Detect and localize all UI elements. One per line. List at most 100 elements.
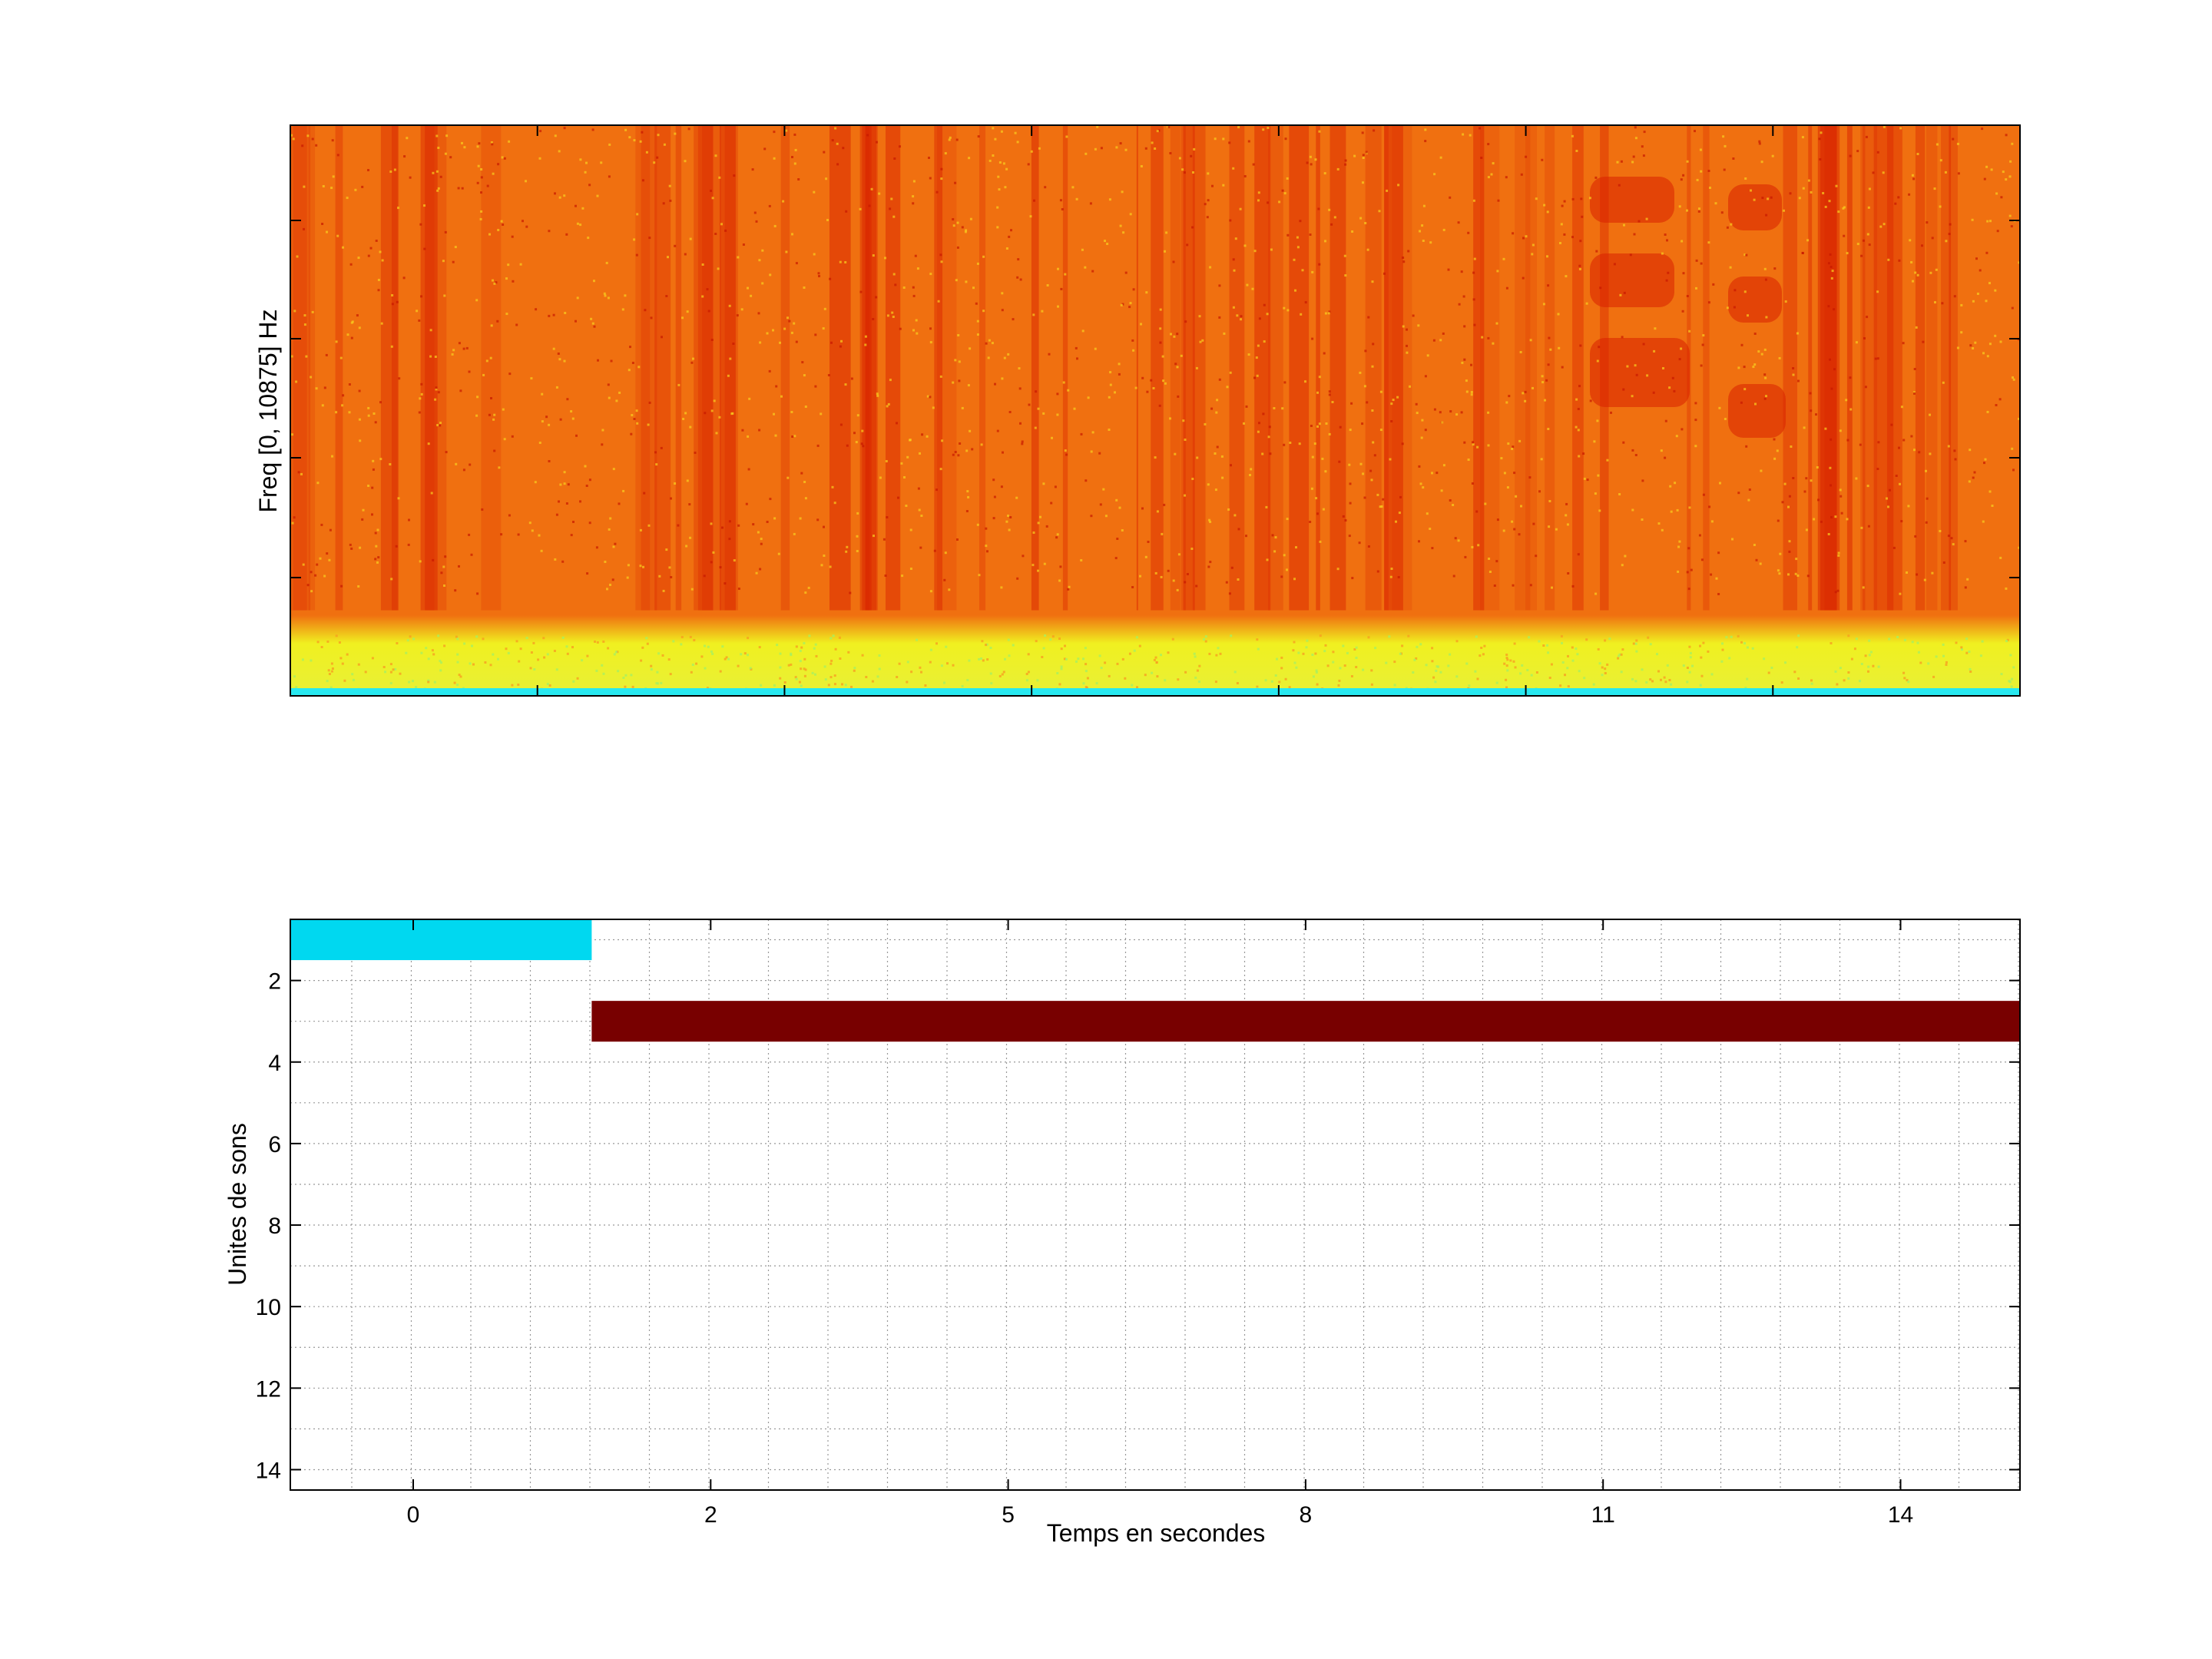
- spec-speckle: [1883, 223, 1886, 226]
- spec-speckle: [1864, 654, 1867, 657]
- spec-speckle: [1864, 386, 1867, 389]
- spec-speckle: [940, 260, 943, 263]
- spec-speckle: [1134, 386, 1137, 389]
- spec-speckle: [1947, 535, 1950, 538]
- spec-speckle: [519, 263, 522, 266]
- spec-speckle: [408, 518, 410, 522]
- spec-speckle: [1734, 289, 1737, 292]
- spec-speckle: [1543, 204, 1546, 207]
- spec-speckle: [1743, 290, 1747, 293]
- spec-speckle: [912, 202, 915, 205]
- spec-speckle: [1027, 163, 1030, 166]
- spec-speckle: [986, 550, 988, 553]
- spec-speckle: [1266, 313, 1269, 316]
- spec-speckle: [1470, 363, 1472, 366]
- spec-speckle: [733, 174, 736, 177]
- spec-speckle: [1265, 505, 1268, 508]
- spec-speckle: [799, 660, 802, 663]
- spec-speckle: [1764, 278, 1767, 281]
- spec-speckle: [1209, 266, 1212, 269]
- spec-speckle: [921, 433, 924, 436]
- spec-speckle: [1025, 673, 1028, 675]
- spec-speckle: [1669, 485, 1672, 488]
- spec-speckle: [1833, 308, 1836, 311]
- spec-speckle: [335, 340, 338, 343]
- spec-speckle: [1849, 376, 1852, 379]
- spec-speckle: [570, 410, 573, 413]
- spec-speckle: [1294, 289, 1296, 292]
- spec-speckle: [1942, 643, 1945, 646]
- spec-speckle: [338, 641, 341, 644]
- spec-speckle: [689, 536, 692, 539]
- spec-speckle: [691, 664, 694, 666]
- spec-speckle: [1186, 243, 1189, 247]
- spec-speckle: [1942, 381, 1945, 384]
- spec-speckle: [332, 175, 335, 178]
- spec-speckle: [1002, 162, 1005, 165]
- spec-speckle: [1538, 490, 1541, 493]
- spec-speckle: [508, 373, 512, 376]
- spec-speckle: [1283, 381, 1286, 384]
- spec-speckle: [920, 671, 922, 674]
- spec-speckle: [1324, 240, 1326, 243]
- spec-speckle: [759, 341, 762, 344]
- spec-speckle: [1393, 661, 1396, 664]
- spec-speckle: [1032, 531, 1035, 534]
- spec-speckle: [1916, 153, 1919, 155]
- spec-speckle: [1965, 651, 1969, 654]
- spec-speckle: [1585, 302, 1588, 305]
- spec-speckle: [1846, 252, 1849, 255]
- spec-speckle: [965, 449, 969, 452]
- spec-speckle: [1412, 314, 1415, 317]
- spec-speckle: [1541, 381, 1545, 384]
- spec-speckle: [1465, 390, 1469, 393]
- spec-speckle: [590, 317, 593, 320]
- spec-speckle: [1351, 577, 1354, 580]
- spec-speckle: [1060, 665, 1063, 668]
- spec-speckle: [458, 565, 460, 568]
- spec-speckle: [965, 280, 968, 283]
- spec-speckle: [1064, 449, 1067, 452]
- spec-speckle: [1462, 133, 1465, 136]
- spec-speckle: [1061, 208, 1064, 210]
- spec-speckle: [433, 680, 436, 684]
- spec-speckle: [1922, 340, 1925, 343]
- spec-speckle: [1513, 642, 1516, 645]
- spec-speckle: [656, 671, 659, 674]
- spec-speckle: [1253, 250, 1257, 253]
- spec-speckle: [795, 262, 798, 265]
- spec-speckle: [1753, 333, 1757, 335]
- spec-speckle: [1363, 496, 1366, 499]
- spec-speckle: [1158, 404, 1161, 407]
- spec-speckle: [1710, 673, 1714, 676]
- spec-speckle: [609, 584, 611, 586]
- spec-speckle: [978, 657, 981, 661]
- spec-speckle: [1551, 586, 1553, 589]
- spec-speckle: [1344, 519, 1347, 522]
- spec-speckle: [1471, 545, 1474, 548]
- spec-speckle: [1680, 347, 1683, 350]
- spec-speckle: [847, 651, 850, 654]
- spec-speckle: [1194, 676, 1197, 679]
- spec-speckle: [1933, 187, 1936, 190]
- spec-speckle: [998, 161, 1002, 164]
- spec-speckle: [1338, 460, 1341, 463]
- spec-speckle: [1333, 216, 1336, 219]
- spec-speckle: [799, 517, 802, 520]
- spec-streak: [1031, 125, 1039, 611]
- spec-speckle: [633, 139, 636, 142]
- spec-speckle: [1829, 253, 1832, 256]
- spec-speckle: [1369, 469, 1373, 472]
- spec-streak: [1824, 125, 1838, 611]
- spec-speckle: [1442, 228, 1445, 231]
- spec-speckle: [354, 188, 357, 191]
- spec-speckle: [1214, 488, 1217, 492]
- spec-speckle: [1350, 402, 1353, 405]
- spec-speckle: [1022, 555, 1025, 558]
- spec-speckle: [1455, 413, 1459, 416]
- spec-speckle: [859, 207, 862, 210]
- spec-speckle: [1271, 534, 1274, 537]
- spec-speckle: [1676, 508, 1679, 512]
- spec-speckle: [1058, 579, 1061, 582]
- spec-streak: [1860, 125, 1878, 611]
